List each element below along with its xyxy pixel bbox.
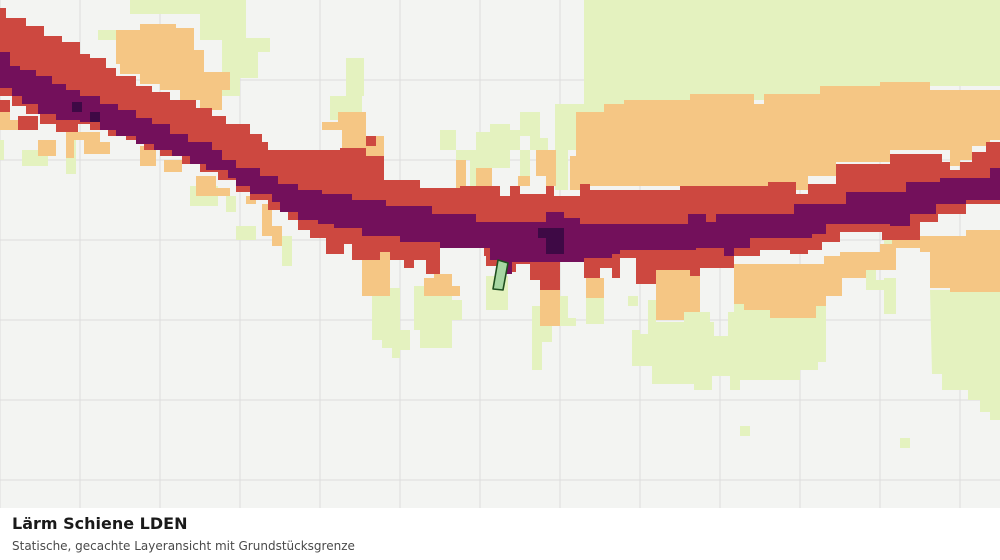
noise-zone-level-1 <box>0 0 1000 448</box>
map-caption: Lärm Schiene LDEN Statische, gecachte La… <box>0 508 1000 560</box>
noise-zone-level-5 <box>72 102 564 254</box>
layer-subtitle: Statische, gecachte Layeransicht mit Gru… <box>12 539 355 553</box>
noise-map[interactable] <box>0 0 1000 508</box>
noise-zone-level-2 <box>0 24 1000 326</box>
layer-title: Lärm Schiene LDEN <box>12 514 188 533</box>
map-canvas <box>0 0 1000 508</box>
noise-zone-level-4 <box>0 52 1000 274</box>
parcel-boundary[interactable] <box>492 259 509 291</box>
